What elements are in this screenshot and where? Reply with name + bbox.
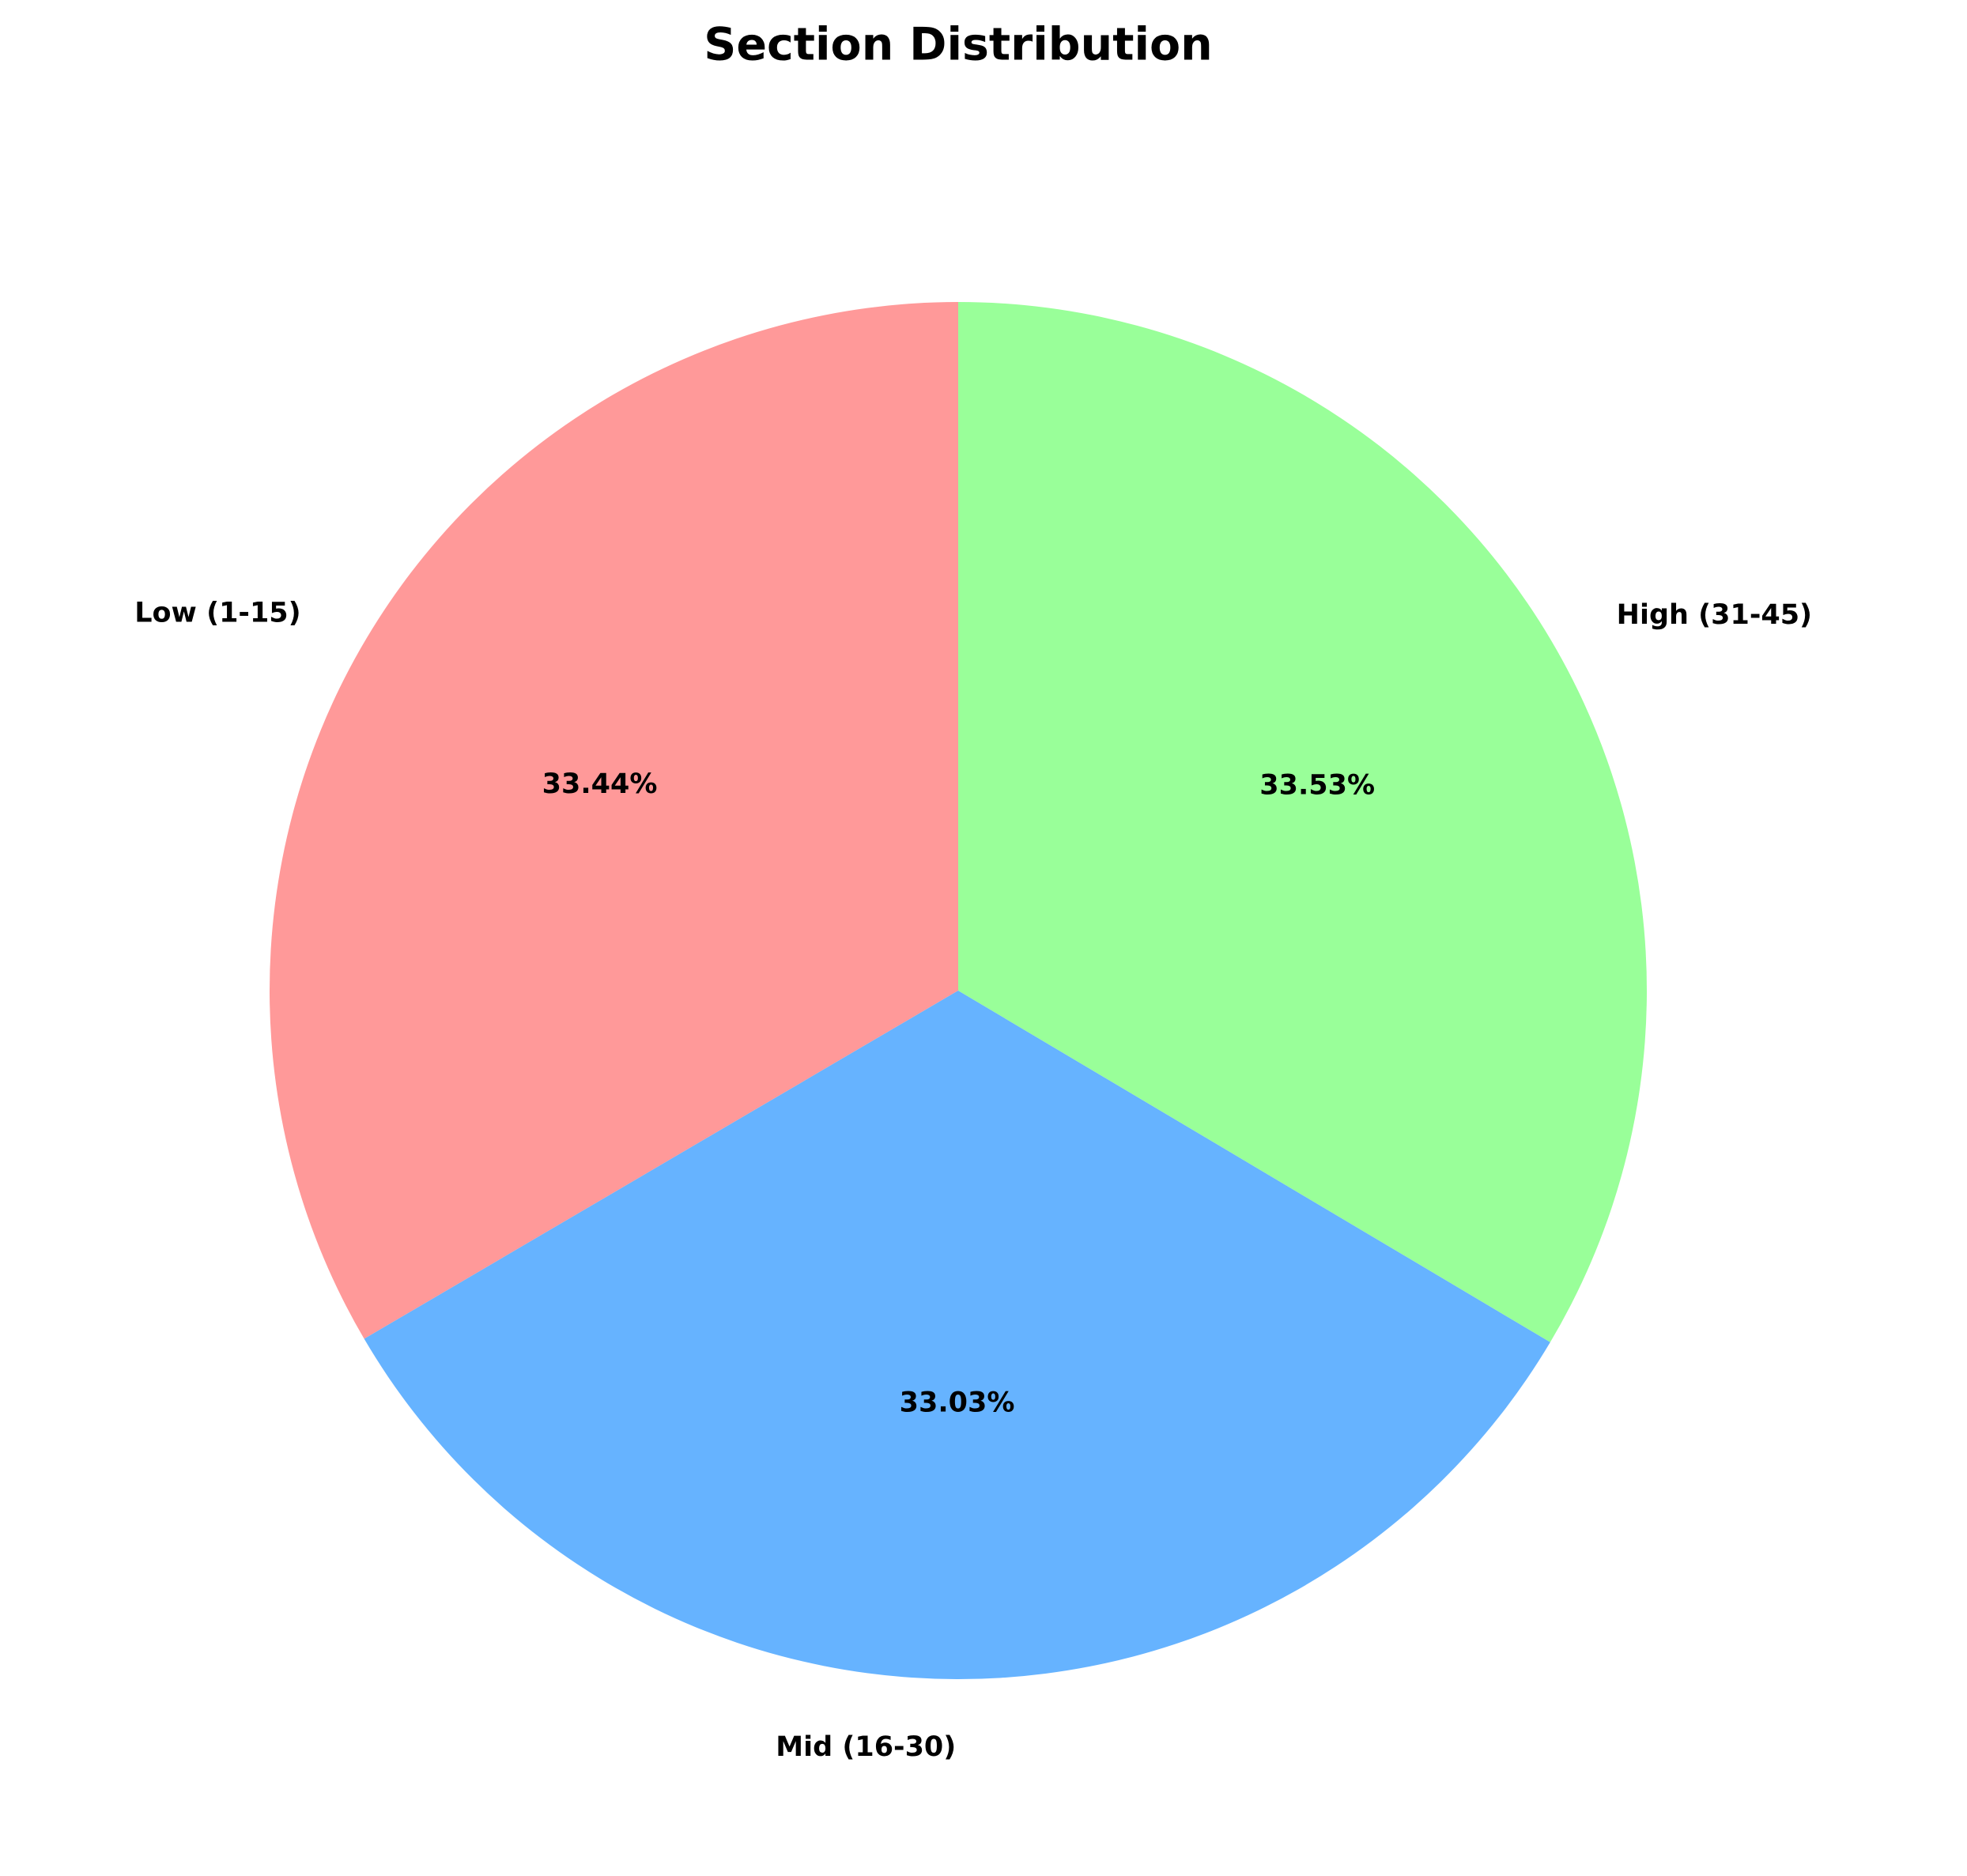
value-label: 33.44% — [542, 768, 658, 800]
slice-label: Mid (16-30) — [776, 1731, 956, 1763]
pie-slice — [364, 991, 1550, 1679]
value-label: 33.53% — [1259, 770, 1375, 802]
slice-label: Low (1-15) — [134, 598, 300, 629]
pie-slice — [269, 302, 958, 1339]
value-label: 33.03% — [900, 1387, 1015, 1419]
chart-title: Section Distribution — [704, 19, 1212, 71]
pie-slice — [958, 302, 1647, 1342]
slice-label: High (31-45) — [1617, 599, 1812, 631]
